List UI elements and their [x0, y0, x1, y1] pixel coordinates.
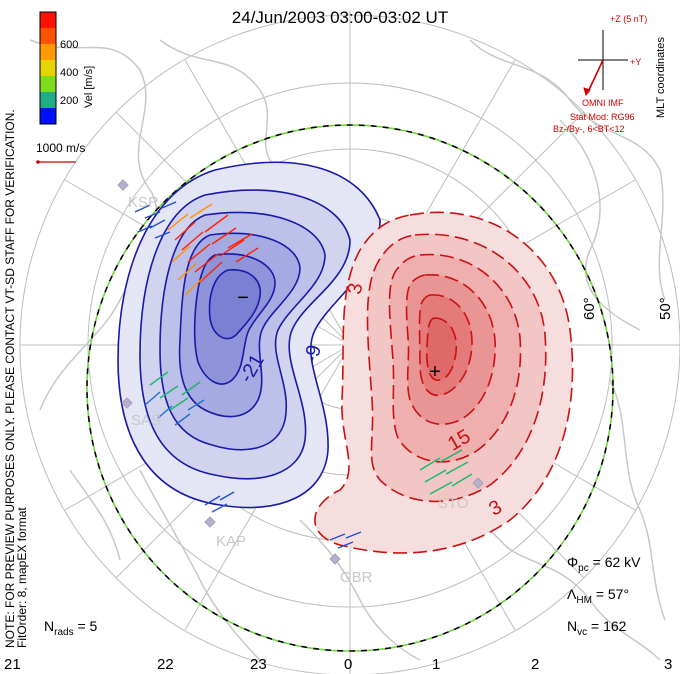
negative-marker: − [237, 287, 249, 309]
radar-site-sas [121, 397, 133, 409]
radar-labels: KSR SAS KAP STO GBR [128, 194, 469, 586]
lambda-hm-stat: ΛHM = 57° [567, 586, 630, 606]
imf-labels: +Z (5 nT) +Y OMNI IMF Stat Mod: RG96 Bz-… [553, 14, 647, 134]
radar-sites [117, 179, 484, 565]
negative-cell [117, 161, 381, 509]
mlt-tick-23: 23 [250, 656, 267, 673]
svg-text:1000 m/s: 1000 m/s [36, 141, 85, 155]
velocity-colorbar [39, 11, 57, 125]
radar-label-sas: SAS [131, 412, 161, 429]
radar-label-kap: KAP [216, 533, 246, 550]
lat-label-60: 60° [581, 297, 598, 320]
radar-label-ksr: KSR [128, 194, 159, 211]
mlt-tick-3: 3 [664, 656, 673, 673]
radar-site-sto [472, 477, 484, 489]
radar-site-gbr [329, 553, 341, 565]
colorbar-label: Vel [m/s] [83, 66, 95, 108]
svg-text:600: 600 [60, 39, 78, 51]
mlt-tick-21: 21 [4, 656, 21, 673]
svg-text:OMNI IMF: OMNI IMF [582, 98, 624, 108]
contour-label-minus9: -9 [300, 343, 326, 366]
coordinates-label: MLT coordinates [655, 37, 667, 118]
mlt-tick-2: 2 [531, 656, 540, 673]
mlt-tick-1: 1 [432, 656, 441, 673]
mlt-tick-22: 22 [157, 656, 174, 673]
nrads-stat: Nrads = 5 [44, 618, 98, 638]
svg-text:Stat Mod: RG96: Stat Mod: RG96 [570, 112, 635, 122]
lat-label-50: 50° [657, 297, 674, 320]
map-title: 24/Jun/2003 03:00-03:02 UT [231, 8, 449, 27]
side-note: NOTE: FOR PREVIEW PURPOSES ONLY. PLEASE … [2, 8, 29, 648]
positive-marker: + [429, 361, 441, 383]
svg-text:400: 400 [60, 67, 78, 79]
contour-label-3-top: 3 [344, 281, 368, 296]
fit-order-note: FitOrder: 8, mapEX format [15, 507, 29, 648]
positive-cell [314, 211, 574, 554]
svg-text:+Y: +Y [630, 57, 641, 67]
imf-dial [578, 30, 628, 97]
radar-label-sto: STO [438, 495, 469, 512]
svg-text:Bz-/By-, 6<BT<12: Bz-/By-, 6<BT<12 [553, 124, 625, 134]
radar-site-ksr [117, 179, 129, 191]
velocity-vectors [134, 201, 473, 549]
phi-pc-stat: Φpc = 62 kV [567, 554, 641, 574]
radar-label-gbr: GBR [340, 569, 373, 586]
radar-site-kap [204, 516, 216, 528]
nvc-stat: Nvc = 162 [567, 618, 627, 638]
svg-text:+Z (5 nT): +Z (5 nT) [610, 14, 647, 24]
svg-text:200: 200 [60, 95, 78, 107]
colorbar-ticks: 600 400 200 [60, 39, 78, 107]
vector-scale: 1000 m/s [36, 141, 85, 164]
mlt-tick-0: 0 [344, 656, 353, 673]
